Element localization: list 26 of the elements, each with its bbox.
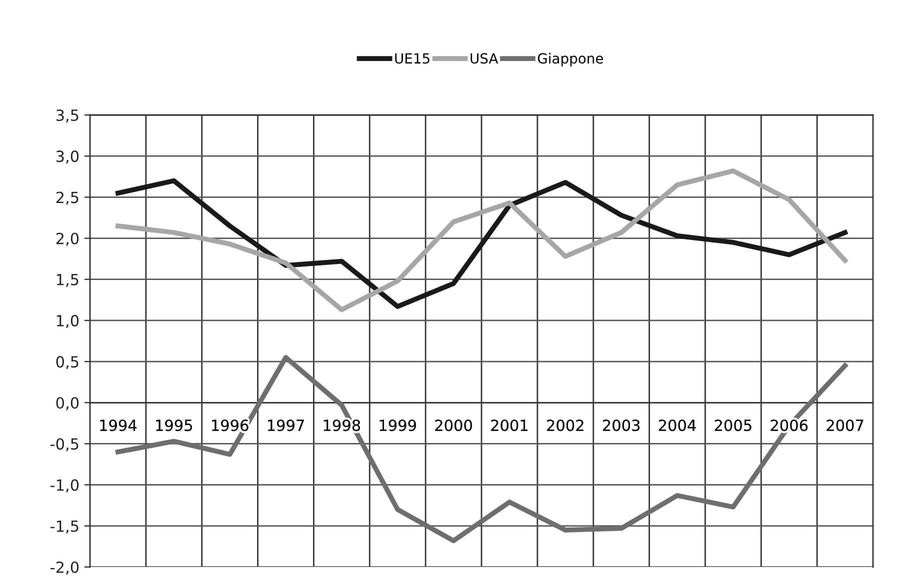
y-tick-label: -1,5 bbox=[50, 520, 78, 534]
x-tick-label: 1995 bbox=[156, 420, 192, 432]
x-tick-label: 1994 bbox=[100, 420, 137, 432]
y-tick-label: 3,0 bbox=[56, 150, 79, 164]
y-tick-label: 0,5 bbox=[56, 356, 78, 370]
x-tick-label: 1997 bbox=[268, 420, 304, 432]
y-tick-label: 2,0 bbox=[56, 232, 79, 246]
x-tick-label: 2001 bbox=[491, 420, 528, 432]
x-tick-label: 1999 bbox=[380, 420, 416, 432]
y-tick-label: -1,0 bbox=[50, 479, 79, 492]
y-tick-label: 2,5 bbox=[56, 192, 78, 205]
y-tick-label: 3,5 bbox=[56, 109, 78, 123]
y-tick-label: 0,0 bbox=[56, 397, 79, 410]
y-tick-label: 1,0 bbox=[56, 314, 79, 328]
x-tick-label: 2005 bbox=[714, 420, 752, 432]
x-tick-label: 2003 bbox=[603, 420, 640, 432]
legend-label: Giappone bbox=[538, 52, 603, 66]
legend-label: USA bbox=[470, 53, 498, 64]
x-tick-label: 2004 bbox=[658, 420, 696, 432]
x-tick-label: 2007 bbox=[826, 420, 864, 432]
y-tick-label: -0,5 bbox=[50, 438, 78, 452]
legend-label: UE15 bbox=[395, 53, 430, 64]
y-tick-label: 1,5 bbox=[56, 274, 78, 287]
x-tick-label: 2002 bbox=[547, 420, 584, 432]
y-tick-label: -2,0 bbox=[50, 561, 79, 575]
x-tick-label: 2000 bbox=[435, 420, 472, 432]
